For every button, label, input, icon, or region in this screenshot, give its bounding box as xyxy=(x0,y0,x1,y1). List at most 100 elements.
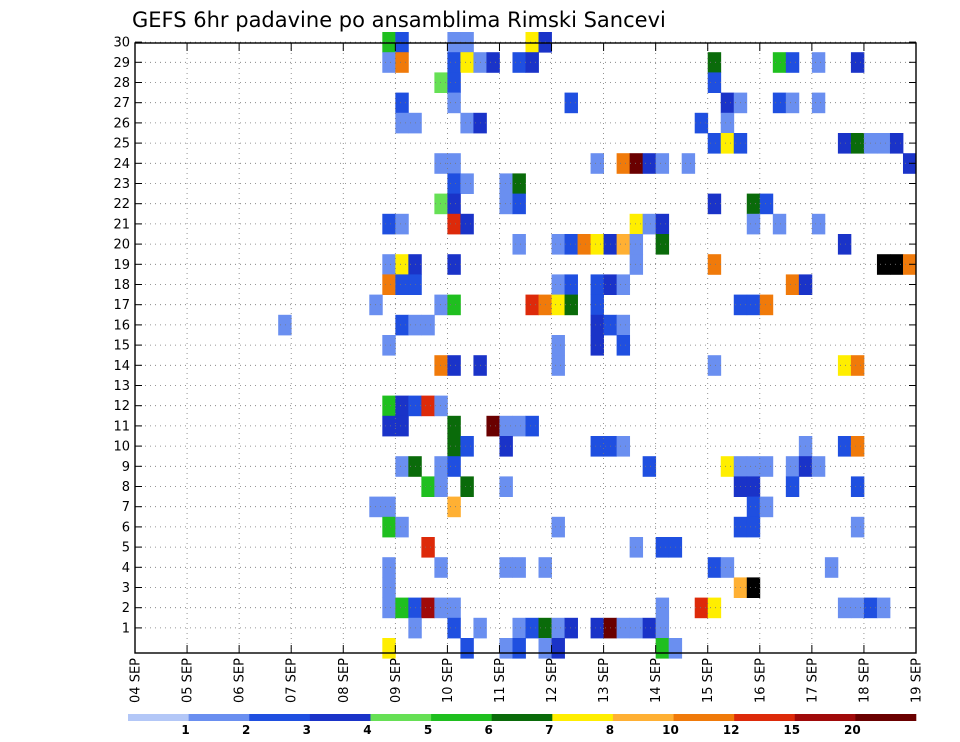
x-axis: 04 SEP 05 SEP 06 SEP 07 SEP 08 SEP 09 SEP 10 S… xyxy=(129,43,925,703)
heatmap-cell xyxy=(499,476,513,497)
heatmap-cell xyxy=(395,415,409,437)
heatmap-cell xyxy=(434,153,448,174)
heatmap-cell xyxy=(785,476,800,497)
y-tick-label: 26 xyxy=(113,116,130,131)
x-tick-label: 14 SEP xyxy=(649,658,664,703)
heatmap-cell xyxy=(746,456,761,477)
heatmap-cell xyxy=(512,638,526,659)
colorbar-label: 10 xyxy=(662,723,679,737)
y-tick-label: 9 xyxy=(122,460,130,475)
heatmap-cell xyxy=(850,476,865,497)
heatmap-cell xyxy=(395,597,409,619)
heatmap-cell xyxy=(395,213,409,235)
heatmap-cell xyxy=(395,52,409,73)
heatmap-cell xyxy=(590,335,604,356)
heatmap-cell xyxy=(421,537,435,558)
heatmap-cell xyxy=(746,294,761,316)
heatmap-cell xyxy=(746,193,761,215)
heatmap-cell xyxy=(772,52,787,73)
heatmap-cell xyxy=(876,254,891,275)
heatmap-cell xyxy=(655,638,670,659)
heatmap-cell xyxy=(447,92,461,114)
heatmap-cell xyxy=(590,314,604,336)
heatmap-cell xyxy=(889,133,904,154)
colorbar-label: 1 xyxy=(181,723,189,737)
heatmap-cell xyxy=(707,72,722,93)
heatmap-cell xyxy=(707,52,722,73)
heatmap-cell xyxy=(395,314,409,336)
heatmap-cell xyxy=(499,193,513,215)
heatmap-cell xyxy=(629,537,644,558)
x-tick-label: 15 SEP xyxy=(701,658,716,703)
y-tick-label: 3 xyxy=(122,581,130,596)
x-tick-label: 06 SEP xyxy=(233,658,248,703)
y-tick-label: 6 xyxy=(122,520,130,535)
colorbar-label: 7 xyxy=(545,723,553,737)
heatmap-cell xyxy=(434,193,448,215)
x-tick-label: 18 SEP xyxy=(857,658,872,703)
heatmap-cell xyxy=(382,557,396,578)
heatmap-cell xyxy=(382,415,396,437)
heatmap-cell xyxy=(447,153,461,174)
heatmap-cell xyxy=(811,456,826,477)
y-tick-label: 10 xyxy=(113,440,130,455)
colorbar-swatch xyxy=(188,714,250,721)
y-tick-label: 24 xyxy=(113,157,130,172)
heatmap-cell xyxy=(837,133,852,154)
heatmap-cell xyxy=(486,52,500,73)
y-tick-label: 7 xyxy=(122,500,130,515)
heatmap-cell xyxy=(447,436,461,457)
heatmap-cell xyxy=(850,436,865,457)
heatmap-cell xyxy=(590,617,604,639)
heatmap-cell xyxy=(499,436,513,457)
plot-frame xyxy=(134,42,917,654)
heatmap-cell xyxy=(564,274,578,295)
heatmap-cell xyxy=(759,294,774,316)
heatmap-cell xyxy=(759,456,774,477)
heatmap-cell xyxy=(785,52,800,73)
heatmap-cell xyxy=(460,638,474,659)
heatmap-cell xyxy=(746,496,761,518)
heatmap-cell xyxy=(759,496,774,518)
x-tick-label: 09 SEP xyxy=(389,658,404,703)
x-tick-label: 13 SEP xyxy=(597,658,612,703)
heatmap-cell xyxy=(525,617,539,639)
heatmap-cell xyxy=(850,355,865,376)
colorbar-swatch xyxy=(734,714,796,721)
heatmap-cell xyxy=(655,597,670,619)
x-tick-label: 08 SEP xyxy=(337,658,352,703)
heatmap-cell xyxy=(759,193,774,215)
heatmap-cell xyxy=(460,213,474,235)
heatmap-cell xyxy=(824,557,839,578)
heatmap-cell xyxy=(642,617,657,639)
heatmap-cell xyxy=(395,456,409,477)
colorbar-label: 8 xyxy=(606,723,614,737)
heatmap-cell xyxy=(447,193,461,215)
colorbar-label: 3 xyxy=(303,723,311,737)
heatmap-cell xyxy=(746,213,761,235)
heatmap-cell xyxy=(460,436,474,457)
colorbar-swatch xyxy=(128,714,189,721)
heatmap-cell xyxy=(382,274,396,295)
heatmap-cell xyxy=(772,92,787,114)
heatmap-cell xyxy=(785,274,800,295)
heatmap-cell xyxy=(811,213,826,235)
heatmap-cell xyxy=(551,234,565,255)
heatmap-cell xyxy=(382,335,396,356)
heatmap-cell xyxy=(395,112,409,134)
heatmap-cell xyxy=(616,274,631,295)
heatmap-cell xyxy=(551,617,565,639)
colorbar-swatch xyxy=(491,714,553,721)
colorbar-label: 6 xyxy=(485,723,493,737)
heatmap-cell xyxy=(850,516,865,538)
heatmap-cell xyxy=(278,314,292,336)
colorbar-label: 20 xyxy=(844,723,861,737)
heatmap-cell xyxy=(499,415,513,437)
y-tick-label: 11 xyxy=(113,419,130,434)
heatmap-cell xyxy=(785,456,800,477)
heatmap-cell xyxy=(434,355,448,376)
heatmap-cell xyxy=(434,395,448,417)
heatmap-cell xyxy=(746,516,761,538)
x-tick-label: 17 SEP xyxy=(805,658,820,703)
heatmap-cell xyxy=(460,52,474,73)
